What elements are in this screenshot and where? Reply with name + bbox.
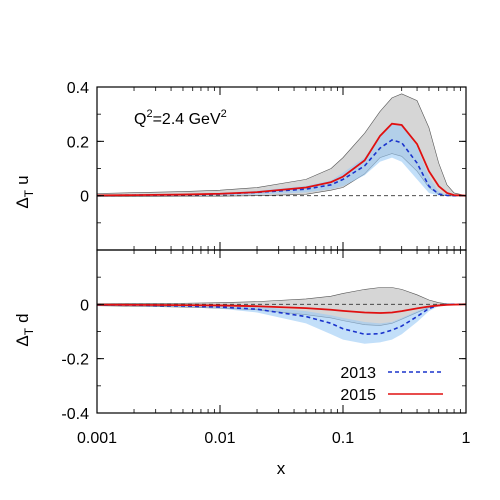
ytick-label-upper: 0.4	[67, 80, 89, 97]
annotation: Q2=2.4 GeV2	[134, 108, 227, 128]
ytick-label-lower: 0	[80, 297, 89, 314]
panel-upper: 0 0.2 0.4	[67, 80, 467, 251]
annotation-main: Q	[134, 111, 146, 128]
ylabel-upper-main: Δ	[13, 197, 32, 208]
ytick-label-lower: -0.2	[61, 352, 89, 369]
chart-layer: 0 0.2 0.4 -0.4 -0.2 0 0.001 0.01 0.1 1	[61, 80, 470, 447]
legend-label-2013: 2013	[340, 365, 376, 382]
ylabel-upper-sub: T	[22, 189, 36, 197]
ylabel-lower-main: Δ	[13, 335, 32, 346]
xlabel: x	[277, 459, 286, 478]
ylabel-lower-sub: T	[22, 327, 36, 335]
ylabel-lower-flavor: d	[13, 313, 32, 322]
band-2013-upper	[97, 123, 466, 196]
ytick-label-lower: -0.4	[61, 406, 89, 423]
legend: 2013 2015	[340, 365, 443, 404]
annotation-sup2: 2	[221, 108, 227, 120]
xtick-label: 1	[462, 430, 471, 447]
annotation-mid: =2.4 GeV	[153, 111, 221, 128]
ylabel-lower: ΔTd	[13, 313, 36, 346]
panel-lower: -0.4 -0.2 0	[61, 249, 467, 423]
ylabel-upper: ΔTu	[13, 175, 36, 208]
line-2015-lower	[96, 303, 467, 314]
xtick-label: 0.01	[204, 430, 235, 447]
ylabel-upper-flavor: u	[13, 175, 32, 184]
annotation-sup1: 2	[146, 108, 152, 120]
frame-lower	[96, 249, 467, 414]
ytick-label-upper: 0	[80, 189, 89, 206]
xtick-label: 0.001	[77, 430, 117, 447]
ytick-label-upper: 0.2	[67, 134, 89, 151]
xtick-label: 0.1	[332, 430, 354, 447]
legend-label-2015: 2015	[340, 387, 376, 404]
line-2013-upper	[96, 139, 466, 197]
line-2015-upper	[96, 122, 467, 197]
